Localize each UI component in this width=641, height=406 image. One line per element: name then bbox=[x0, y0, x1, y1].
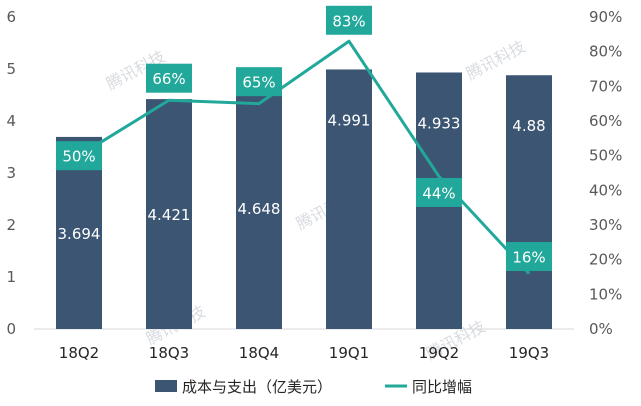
legend-line-label: 同比增幅 bbox=[412, 378, 472, 396]
line-data-labels: 50% 66% 65% 83% 44% 16% bbox=[56, 5, 552, 272]
category-label: 18Q4 bbox=[239, 344, 279, 362]
category-label: 19Q3 bbox=[509, 344, 549, 362]
x-axis-categories: 18Q2 18Q3 18Q4 19Q1 19Q2 19Q3 bbox=[59, 344, 549, 362]
bar bbox=[146, 99, 192, 329]
pct-label-box bbox=[326, 5, 372, 35]
category-label: 19Q2 bbox=[419, 344, 459, 362]
category-label: 18Q2 bbox=[59, 344, 99, 362]
bar-value-label: 4.421 bbox=[148, 206, 191, 224]
bar bbox=[236, 87, 282, 329]
legend-bar-swatch bbox=[155, 380, 177, 392]
right-tick-label: 50% bbox=[589, 147, 622, 165]
right-axis: 0% 10% 20% 30% 40% 50% 60% 70% 80% 90% bbox=[589, 8, 622, 338]
bar-value-label: 4.648 bbox=[238, 200, 281, 218]
pct-value-label: 44% bbox=[422, 184, 455, 202]
pct-value-label: 50% bbox=[62, 148, 95, 166]
bar bbox=[326, 69, 372, 329]
legend: 成本与支出（亿美元） 同比增幅 bbox=[155, 378, 472, 396]
bars-series bbox=[56, 69, 552, 330]
left-tick-label: 0 bbox=[6, 320, 16, 338]
pct-label-box bbox=[56, 141, 102, 171]
left-tick-label: 4 bbox=[6, 112, 16, 130]
right-tick-label: 70% bbox=[589, 77, 622, 95]
left-tick-label: 2 bbox=[6, 216, 16, 234]
pct-value-label: 66% bbox=[152, 70, 185, 88]
right-tick-label: 30% bbox=[589, 216, 622, 234]
pct-label-box bbox=[146, 63, 192, 93]
legend-bar-label: 成本与支出（亿美元） bbox=[182, 378, 332, 396]
right-tick-label: 40% bbox=[589, 181, 622, 199]
pct-label-box bbox=[416, 177, 462, 207]
pct-label-box bbox=[506, 242, 552, 272]
pct-value-label: 65% bbox=[242, 74, 275, 92]
left-tick-label: 3 bbox=[6, 164, 16, 182]
pct-value-label: 16% bbox=[512, 249, 545, 267]
left-tick-label: 6 bbox=[6, 8, 16, 26]
bar-value-label: 3.694 bbox=[58, 225, 101, 243]
category-label: 19Q1 bbox=[329, 344, 369, 362]
bar bbox=[506, 75, 552, 330]
right-tick-label: 80% bbox=[589, 43, 622, 61]
pct-label-box bbox=[236, 67, 282, 97]
left-axis: 0 1 2 3 4 5 6 bbox=[6, 8, 16, 338]
left-tick-label: 1 bbox=[6, 268, 16, 286]
right-tick-label: 20% bbox=[589, 251, 622, 269]
bar-value-label: 4.933 bbox=[418, 114, 461, 132]
right-tick-label: 60% bbox=[589, 112, 622, 130]
category-label: 18Q3 bbox=[149, 344, 189, 362]
right-tick-label: 90% bbox=[589, 8, 622, 26]
right-tick-label: 0% bbox=[589, 320, 613, 338]
pct-value-label: 83% bbox=[332, 12, 365, 30]
bar-value-label: 4.991 bbox=[328, 111, 371, 129]
bar-data-labels: 3.694 4.421 4.648 4.991 4.933 4.88 bbox=[58, 111, 546, 242]
left-tick-label: 5 bbox=[6, 60, 16, 78]
right-tick-label: 10% bbox=[589, 285, 622, 303]
bar-value-label: 4.88 bbox=[512, 117, 545, 135]
